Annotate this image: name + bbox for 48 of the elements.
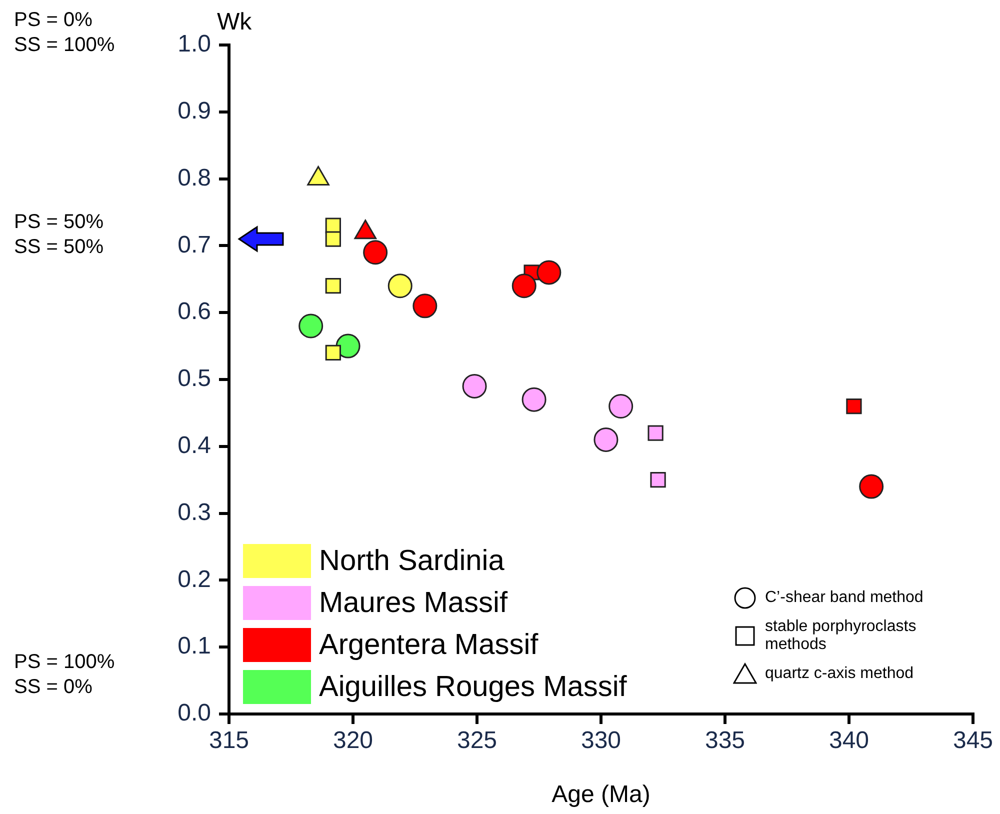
annotation: C’-shear band method — [765, 589, 924, 607]
point — [298, 314, 324, 338]
x-tick-label: 340 — [828, 727, 870, 754]
y-axis-title: Wk — [217, 8, 253, 36]
point — [388, 274, 412, 298]
y-tick-label: 0.2 — [178, 566, 211, 593]
point — [608, 394, 634, 419]
point — [325, 344, 341, 361]
y-tick-label: 0.9 — [178, 98, 211, 125]
x-tick-label: 315 — [208, 727, 250, 754]
y-tick-label: 0.1 — [178, 632, 211, 660]
point — [536, 260, 562, 285]
x-tick-label: 335 — [704, 727, 746, 754]
y-tick-label: 1.0 — [178, 30, 211, 58]
legend-label: North Sardinia — [319, 544, 504, 578]
text: PS = 0% SS = 100% — [14, 8, 115, 58]
x-tick-label: 330 — [580, 727, 622, 754]
point — [594, 427, 618, 452]
text: PS = 50% SS = 50% — [14, 210, 104, 260]
y-tick-label: 0.3 — [178, 498, 211, 526]
point — [336, 334, 360, 358]
annotation: stable porphyroclasts methods — [765, 618, 916, 654]
y-tick-label: 0.7 — [178, 231, 211, 258]
y-tick-label: 0.8 — [178, 164, 211, 192]
x-tick-label: 345 — [952, 727, 994, 754]
text: PS = 100% SS = 0% — [14, 650, 115, 700]
point — [648, 425, 664, 441]
legend-label: Maures Massif — [319, 586, 508, 620]
x-tick-label: 325 — [456, 727, 498, 754]
legend-label: Aiguilles Rouges Massif — [319, 670, 627, 704]
y-tick-label: 0.0 — [178, 700, 211, 727]
point — [325, 278, 341, 294]
point — [522, 387, 546, 412]
x-axis-title: Age (Ma) — [552, 781, 650, 808]
annotation: quartz c-axis method — [765, 665, 914, 683]
x-tick-label: 320 — [332, 727, 374, 754]
point — [859, 474, 884, 499]
y-tick-label: 0.6 — [178, 298, 211, 326]
point — [512, 274, 536, 298]
y-tick-label: 0.4 — [178, 432, 211, 460]
point — [325, 231, 341, 247]
point — [363, 240, 388, 265]
point — [650, 472, 666, 488]
point — [462, 374, 487, 398]
y-tick-label: 0.5 — [178, 365, 211, 392]
legend-label: Argentera Massif — [319, 628, 538, 662]
point — [846, 398, 862, 414]
point — [412, 294, 438, 318]
